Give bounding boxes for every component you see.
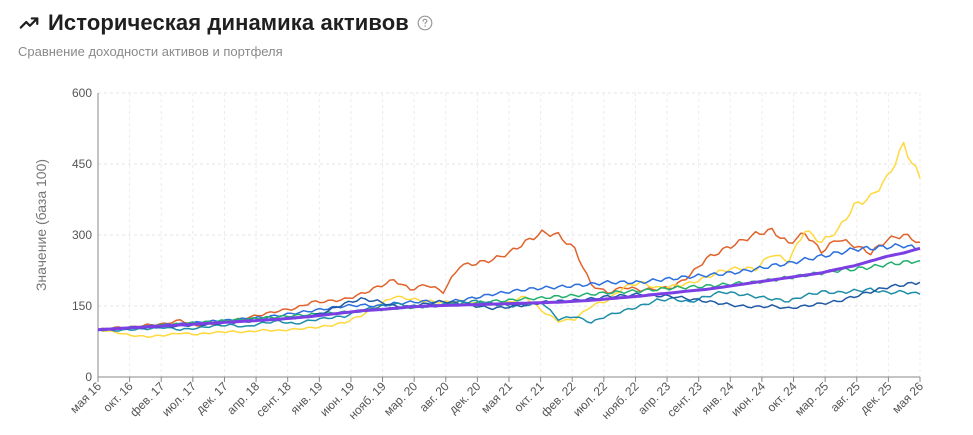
x-tick-label: мар. 25 (792, 379, 832, 419)
chart-title: Историческая динамика активов (48, 10, 409, 35)
x-tick-label: дек. 25 (857, 379, 895, 417)
x-tick-label: мая 26 (889, 379, 926, 416)
y-axis-label: Значение (база 100) (33, 159, 49, 291)
chart-header: Историческая динамика активов (18, 10, 433, 36)
trend-up-icon (19, 17, 39, 29)
chart-series (97, 141, 921, 338)
x-tick-label: сент. 18 (253, 379, 294, 420)
x-tick-label: мар. 20 (381, 379, 421, 419)
series-line (97, 259, 921, 331)
y-tick-label: 0 (85, 370, 92, 384)
y-tick-label: 450 (72, 157, 92, 171)
x-tick-label: фев. 17 (127, 379, 167, 419)
y-tick-label: 300 (72, 228, 92, 242)
series-line (97, 246, 921, 332)
x-tick-label: авг. 20 (417, 379, 453, 415)
x-tick-label: сент. 23 (664, 379, 705, 420)
x-tick-label: авг. 25 (828, 379, 864, 415)
x-tick-label: июн. 24 (728, 379, 768, 419)
series-line (97, 287, 921, 332)
y-tick-label: 150 (72, 299, 92, 313)
x-tick-label: июл. 17 (159, 379, 199, 419)
x-tick-label: фев. 22 (538, 379, 578, 419)
help-circle-icon[interactable] (417, 15, 433, 31)
x-tick-label: мая 21 (478, 379, 515, 416)
grid-lines (97, 92, 921, 378)
series-line (97, 141, 921, 338)
x-tick-label: дек. 20 (446, 379, 484, 417)
chart-subtitle: Сравнение доходности активов и портфеля (18, 44, 283, 59)
x-tick-label: мая 16 (67, 379, 104, 416)
y-tick-label: 600 (72, 86, 92, 100)
x-tick-label: дек. 17 (193, 379, 231, 417)
